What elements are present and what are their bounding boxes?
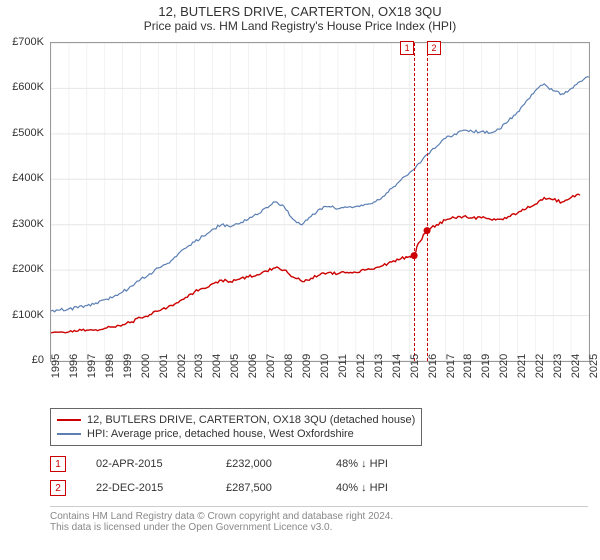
- y-tick-label: £700K: [12, 36, 44, 48]
- event-number-box: 1: [50, 456, 66, 472]
- x-tick-label: 2022: [534, 354, 546, 378]
- x-tick-label: 2018: [462, 354, 474, 378]
- x-tick-label: 2006: [247, 354, 259, 378]
- x-tick-label: 2025: [588, 354, 600, 378]
- y-tick-label: £200K: [12, 263, 44, 275]
- legend-label: HPI: Average price, detached house, West…: [87, 428, 354, 440]
- x-tick-label: 1997: [86, 354, 98, 378]
- x-tick-label: 2008: [283, 354, 295, 378]
- legend-swatch: [57, 419, 81, 421]
- x-tick-label: 2010: [319, 354, 331, 378]
- legend-label: 12, BUTLERS DRIVE, CARTERTON, OX18 3QU (…: [87, 414, 415, 426]
- chart-footer: Contains HM Land Registry data © Crown c…: [50, 506, 588, 533]
- y-tick-label: £300K: [12, 218, 44, 230]
- x-tick-label: 1998: [104, 354, 116, 378]
- event-marker-top: 2: [427, 41, 441, 55]
- event-date: 22-DEC-2015: [96, 482, 196, 494]
- x-tick-label: 2001: [158, 354, 170, 378]
- x-tick-label: 2009: [301, 354, 313, 378]
- x-tick-label: 2011: [337, 354, 349, 378]
- chart-legend: 12, BUTLERS DRIVE, CARTERTON, OX18 3QU (…: [50, 408, 422, 446]
- x-tick-label: 2023: [552, 354, 564, 378]
- x-tick-label: 2021: [516, 354, 528, 378]
- event-vline: [427, 43, 428, 361]
- x-tick-label: 2005: [229, 354, 241, 378]
- y-tick-label: £500K: [12, 127, 44, 139]
- footer-line-1: Contains HM Land Registry data © Crown c…: [50, 511, 588, 522]
- y-tick-label: £600K: [12, 81, 44, 93]
- x-tick-label: 2024: [570, 354, 582, 378]
- footer-line-2: This data is licensed under the Open Gov…: [50, 522, 588, 533]
- event-price: £287,500: [226, 482, 306, 494]
- x-tick-label: 2013: [373, 354, 385, 378]
- event-delta: 48% ↓ HPI: [336, 458, 388, 470]
- chart-title: 12, BUTLERS DRIVE, CARTERTON, OX18 3QU: [0, 0, 600, 19]
- x-tick-label: 2020: [498, 354, 510, 378]
- x-tick-label: 2017: [445, 354, 457, 378]
- x-tick-label: 2014: [391, 354, 403, 378]
- x-tick-label: 2019: [480, 354, 492, 378]
- legend-item: 12, BUTLERS DRIVE, CARTERTON, OX18 3QU (…: [57, 413, 415, 427]
- x-tick-label: 2007: [265, 354, 277, 378]
- x-tick-label: 1996: [68, 354, 80, 378]
- y-tick-label: £0: [32, 354, 44, 366]
- event-price: £232,000: [226, 458, 306, 470]
- event-delta: 40% ↓ HPI: [336, 482, 388, 494]
- x-tick-label: 2015: [409, 354, 421, 378]
- y-tick-label: £400K: [12, 172, 44, 184]
- event-row: 2 22-DEC-2015 £287,500 40% ↓ HPI: [50, 480, 388, 496]
- event-number-box: 2: [50, 480, 66, 496]
- x-tick-label: 1999: [122, 354, 134, 378]
- chart-svg: [51, 43, 589, 361]
- x-tick-label: 2004: [211, 354, 223, 378]
- event-row: 1 02-APR-2015 £232,000 48% ↓ HPI: [50, 456, 388, 472]
- legend-item: HPI: Average price, detached house, West…: [57, 427, 415, 441]
- y-tick-label: £100K: [12, 309, 44, 321]
- chart-subtitle: Price paid vs. HM Land Registry's House …: [0, 19, 600, 37]
- event-marker-top: 1: [400, 41, 414, 55]
- x-tick-label: 2016: [427, 354, 439, 378]
- x-tick-label: 2000: [140, 354, 152, 378]
- x-tick-label: 2002: [176, 354, 188, 378]
- x-tick-label: 2003: [193, 354, 205, 378]
- chart-plot-area: [50, 42, 590, 362]
- event-vline: [414, 43, 415, 361]
- x-tick-label: 1995: [50, 354, 62, 378]
- x-tick-label: 2012: [355, 354, 367, 378]
- legend-swatch: [57, 433, 81, 435]
- event-date: 02-APR-2015: [96, 458, 196, 470]
